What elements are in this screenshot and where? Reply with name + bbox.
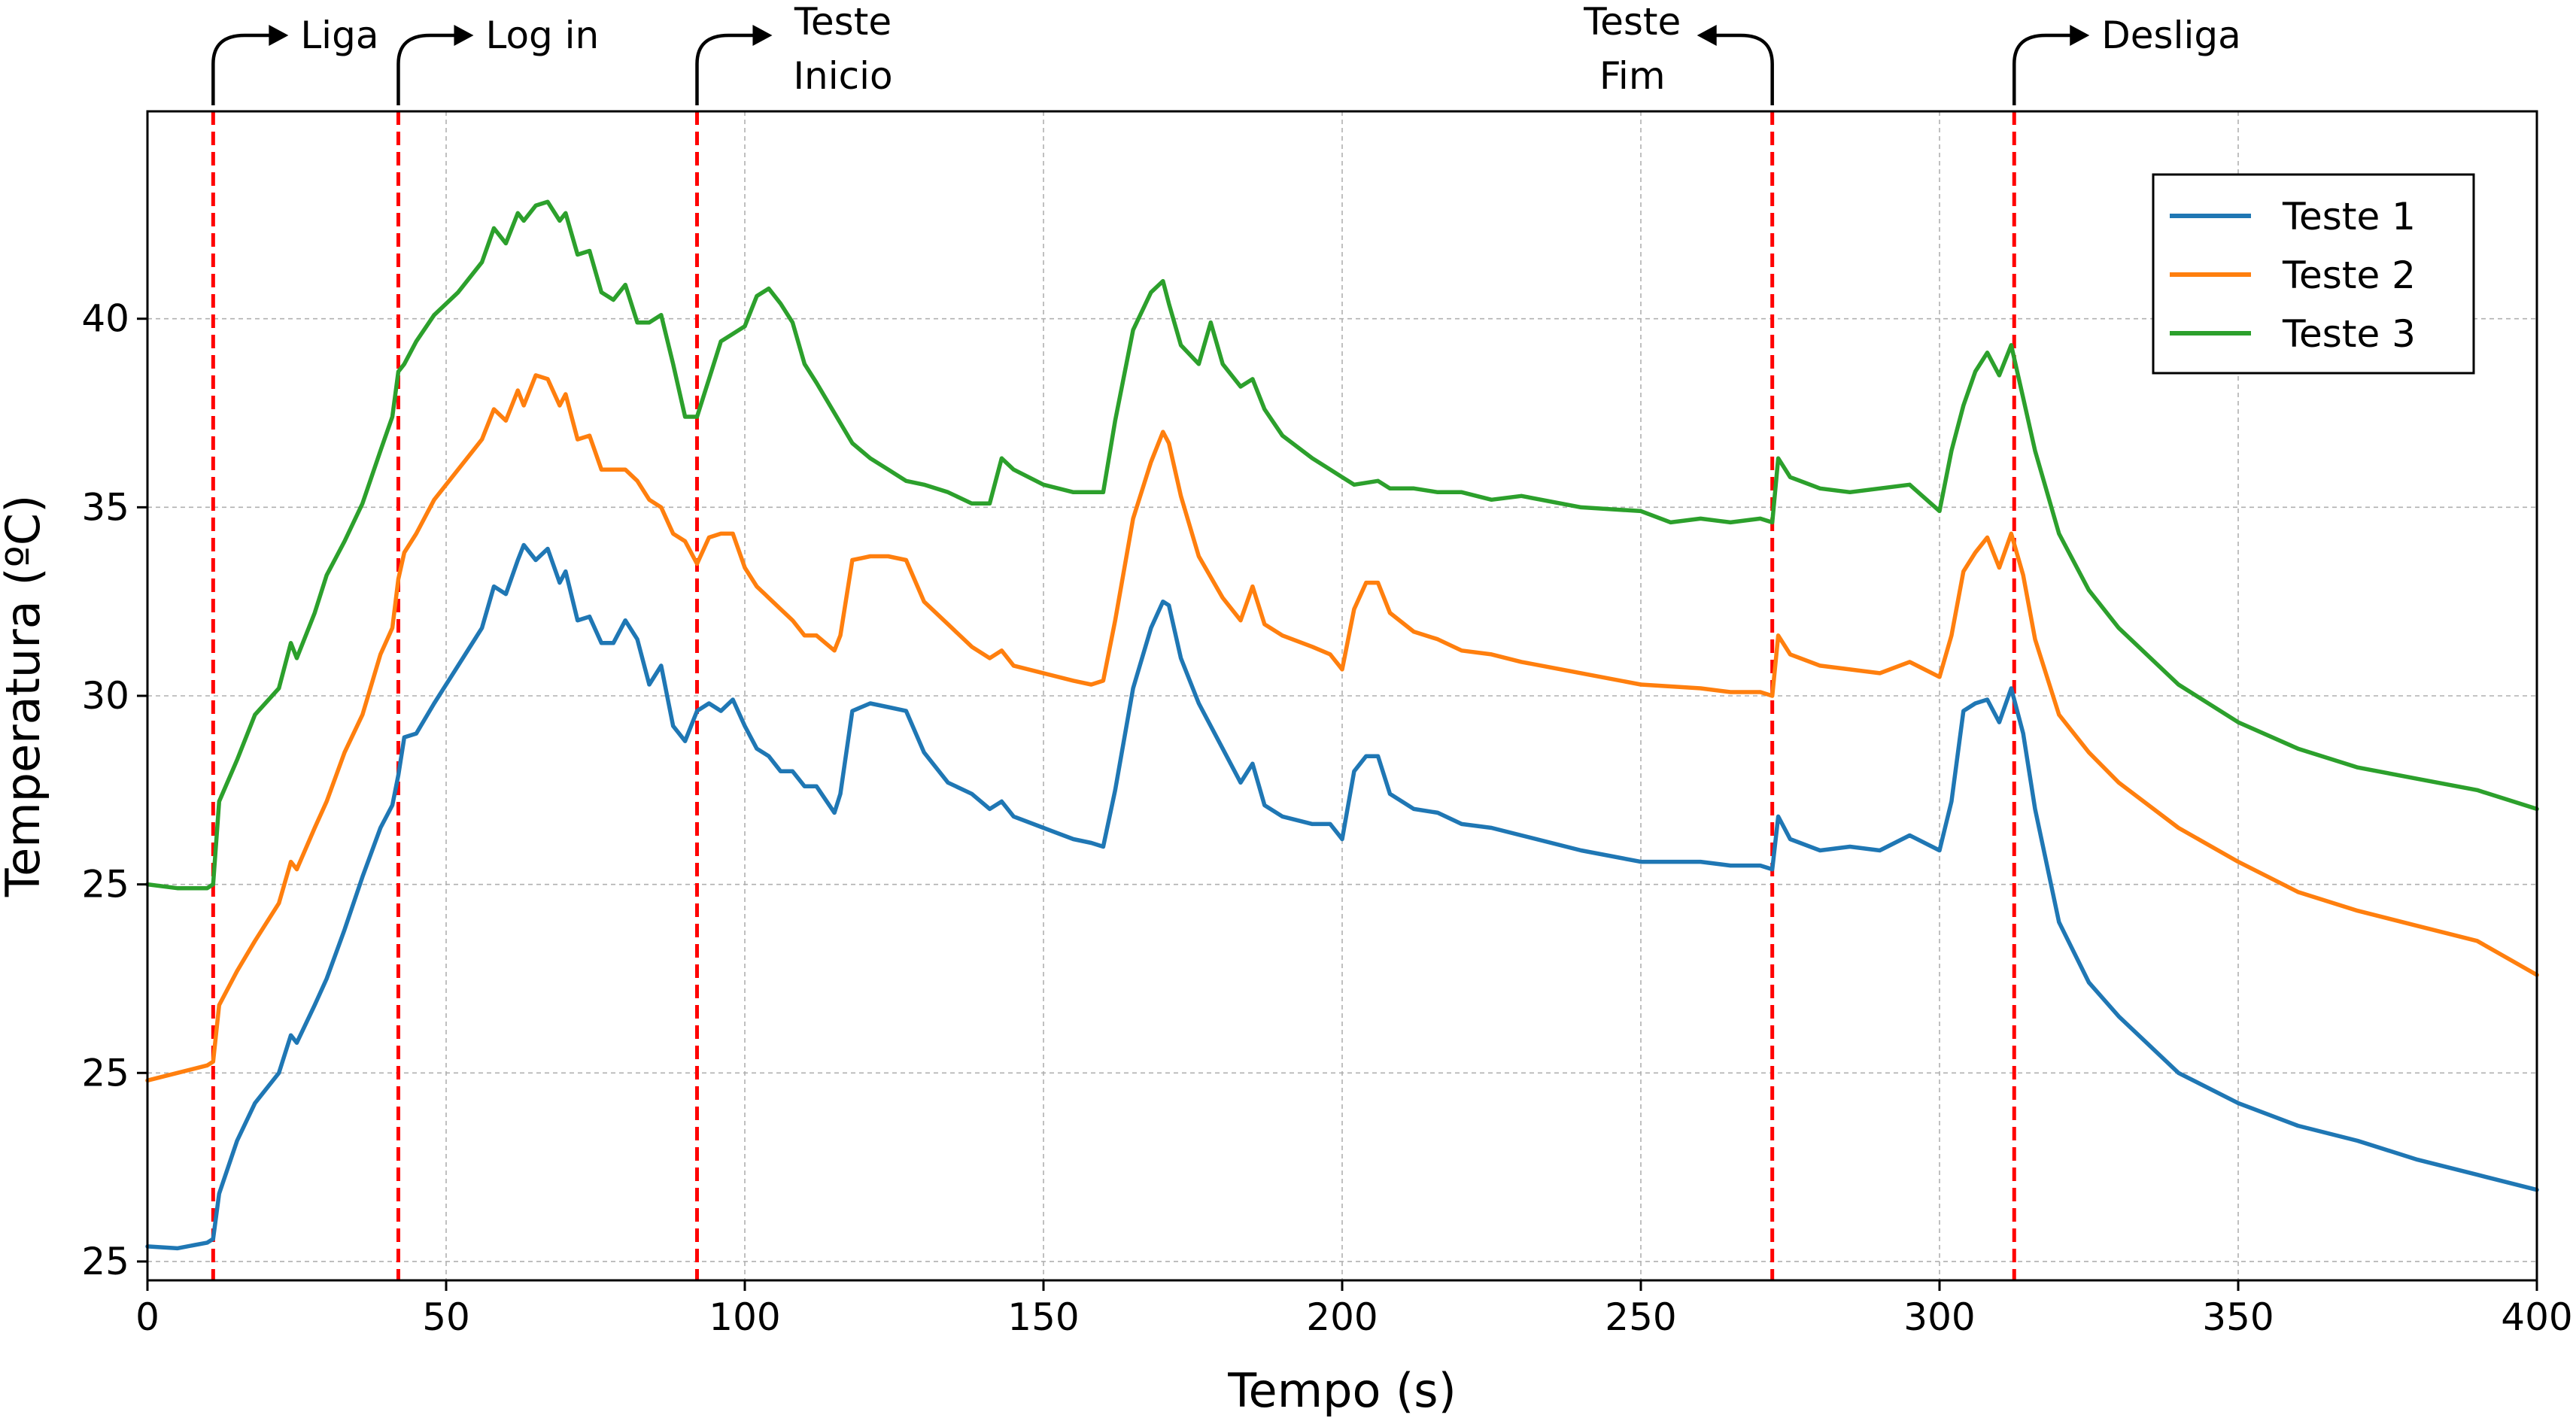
annotation-text: Log in [485, 14, 599, 57]
x-tick-label: 50 [422, 1295, 470, 1339]
annotation-arrowhead [752, 25, 773, 46]
legend-label-teste-2: Teste 2 [2282, 254, 2416, 297]
event-annotations: Liga Log in Teste Inicio Teste Fim Desliga [211, 0, 2241, 105]
annotation-text: Teste [794, 0, 892, 44]
y-tick-label: 25 [81, 1051, 129, 1095]
legend-label-teste-1: Teste 1 [2282, 195, 2416, 238]
x-tick-label: 100 [709, 1295, 780, 1339]
annotation-arrow [211, 33, 275, 105]
event-lines [211, 111, 2016, 1280]
annotation-arrow [695, 33, 759, 105]
legend: Teste 1 Teste 2 Teste 3 [2152, 173, 2475, 375]
x-axis-ticks: 0 50 100 150 200 250 300 350 400 [135, 1280, 2573, 1339]
annotation-text: Inicio [793, 54, 892, 98]
x-tick-label: 150 [1007, 1295, 1079, 1339]
annotation-arrow [1710, 33, 1774, 105]
x-tick-label: 400 [2501, 1295, 2572, 1339]
y-axis-ticks: 25 25 25 30 35 40 [81, 297, 147, 1283]
y-tick-label: 25 [81, 863, 129, 906]
y-axis-label: Temperatura (ºC) [0, 495, 50, 898]
annotation-arrowhead [269, 25, 289, 46]
annotation-arrowhead [454, 25, 474, 46]
series-lines [145, 199, 2539, 1251]
x-tick-label: 200 [1306, 1295, 1378, 1339]
y-tick-label: 40 [81, 297, 129, 341]
x-tick-label: 350 [2202, 1295, 2274, 1339]
series-line-teste-1 [145, 542, 2539, 1251]
y-tick-label: 30 [81, 674, 129, 718]
annotation-text: Liga [300, 14, 378, 57]
series-line-teste-3 [145, 199, 2539, 891]
series-line-teste-2 [145, 373, 2539, 1083]
annotation-arrowhead [2070, 25, 2090, 46]
annotation-arrowhead [1697, 25, 1717, 46]
annotation-text: Desliga [2101, 14, 2240, 57]
annotation-arrow [396, 33, 460, 105]
annotation-arrow [2012, 33, 2076, 105]
y-tick-label: 35 [81, 485, 129, 529]
annotation-text: Teste [1583, 0, 1681, 44]
x-axis-label: Tempo (s) [1227, 1363, 1457, 1418]
x-tick-label: 0 [135, 1295, 159, 1339]
annotation-text: Fim [1599, 54, 1666, 98]
y-tick-label: 25 [81, 1240, 129, 1283]
x-tick-label: 250 [1605, 1295, 1676, 1339]
legend-label-teste-3: Teste 3 [2282, 312, 2416, 356]
x-tick-label: 300 [1903, 1295, 1975, 1339]
